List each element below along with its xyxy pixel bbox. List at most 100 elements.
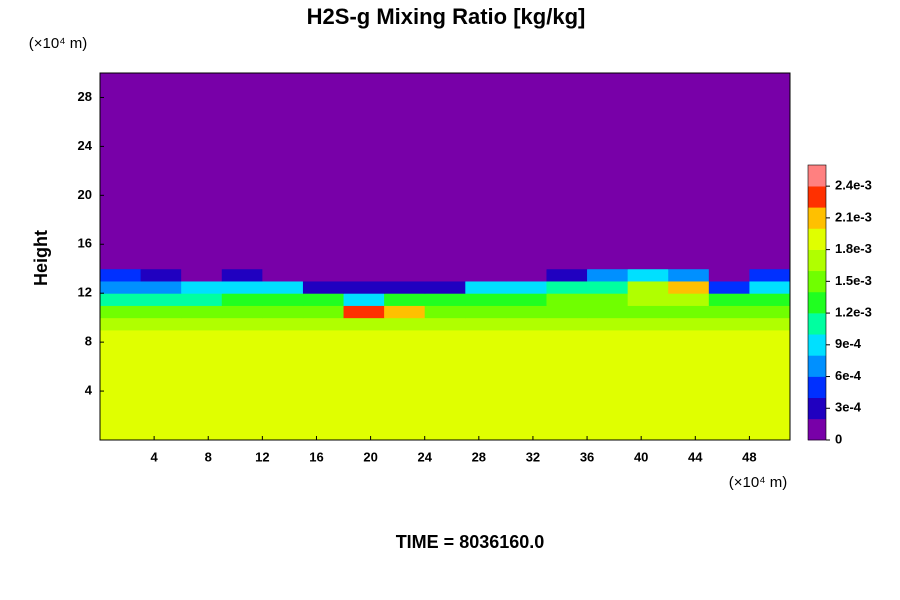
heatmap-cell — [100, 73, 142, 270]
heatmap-cell — [708, 268, 750, 282]
heatmap-cell — [100, 305, 142, 319]
heatmap-cell — [546, 317, 588, 331]
heatmap-cell — [505, 317, 547, 331]
heatmap-cell — [100, 317, 142, 331]
heatmap-cell — [424, 73, 466, 270]
heatmap-cell — [262, 305, 304, 319]
heatmap-cell — [749, 317, 791, 331]
heatmap-cell — [627, 73, 669, 270]
heatmap-cell — [668, 329, 710, 441]
heatmap-cell — [708, 305, 750, 319]
heatmap-cell — [221, 280, 263, 294]
heatmap-cell — [181, 280, 223, 294]
colorbar-band — [808, 249, 826, 272]
x-tick-label: 24 — [417, 449, 432, 464]
heatmap-cell — [465, 317, 507, 331]
heatmap-cell — [465, 268, 507, 282]
heatmap-cell — [627, 329, 669, 441]
heatmap-cell — [505, 305, 547, 319]
x-tick-label: 36 — [580, 449, 594, 464]
heatmap-cell — [140, 329, 182, 441]
heatmap-cell — [505, 280, 547, 294]
heatmap-cell — [749, 268, 791, 282]
heatmap-cell — [546, 268, 588, 282]
heatmap-cell — [140, 293, 182, 306]
heatmap-cell — [384, 268, 426, 282]
heatmap-cell — [343, 73, 385, 270]
heatmap-cell — [343, 305, 385, 319]
heatmap-cell — [587, 329, 629, 441]
heatmap-cell — [546, 329, 588, 441]
heatmap-cell — [424, 317, 466, 331]
heatmap-cell — [424, 305, 466, 319]
heatmap-cell — [140, 280, 182, 294]
heatmap-cell — [343, 293, 385, 306]
colorbar-band — [808, 165, 826, 187]
heatmap-cell — [546, 280, 588, 294]
heatmap-cell — [465, 293, 507, 306]
x-tick-label: 16 — [309, 449, 323, 464]
heatmap-cell — [505, 329, 547, 441]
y-tick-label: 4 — [85, 383, 93, 398]
x-tick-label: 8 — [205, 449, 212, 464]
heatmap-cell — [668, 317, 710, 331]
heatmap-cell — [221, 317, 263, 331]
heatmap-cell — [100, 329, 142, 441]
x-tick-label: 40 — [634, 449, 648, 464]
heatmap-cell — [140, 73, 182, 270]
colorbar-band — [808, 270, 826, 293]
heatmap-cell — [668, 280, 710, 294]
x-unit: (×10⁴ m) — [729, 474, 788, 491]
heatmap-cell — [384, 329, 426, 441]
footer: TIME = 8036160.0 — [396, 532, 545, 552]
heatmap-cell — [587, 280, 629, 294]
colorbar-tick-label: 1.5e-3 — [835, 273, 872, 288]
y-tick-label: 20 — [78, 187, 92, 202]
heatmap-cell — [465, 73, 507, 270]
heatmap-cell — [100, 293, 142, 306]
heatmap-cell — [221, 293, 263, 306]
heatmap-cell — [587, 317, 629, 331]
colorbar-band — [808, 355, 826, 377]
colorbar-tick-label: 0 — [835, 431, 842, 446]
heatmap-cell — [181, 305, 223, 319]
heatmap-cell — [465, 280, 507, 294]
heatmap-cell — [627, 305, 669, 319]
heatmap-cell — [221, 268, 263, 282]
heatmap-cell — [302, 280, 345, 294]
colorbar-tick-label: 2.4e-3 — [835, 178, 872, 193]
heatmap-cell — [302, 268, 345, 282]
y-tick-label: 12 — [78, 285, 92, 300]
heatmap-cell — [627, 280, 669, 294]
x-tick-label: 4 — [151, 449, 159, 464]
heatmap-cell — [546, 73, 588, 270]
heatmap-cell — [587, 305, 629, 319]
heatmap-cell — [749, 305, 791, 319]
heatmap-cell — [221, 305, 263, 319]
heatmap-cell — [140, 317, 182, 331]
heatmap-cell — [302, 73, 345, 270]
heatmap-cell — [465, 329, 507, 441]
x-tick-label: 44 — [688, 449, 703, 464]
heatmap-cell — [100, 280, 142, 294]
heatmap-cell — [384, 280, 426, 294]
y-unit: (×10⁴ m) — [29, 35, 88, 52]
colorbar-tick-label: 9e-4 — [835, 336, 862, 351]
colorbar-band — [808, 376, 826, 398]
heatmap-cell — [181, 293, 223, 306]
heatmap-cell — [302, 293, 345, 306]
heatmap-cell — [262, 293, 304, 306]
heatmap-cell — [140, 268, 182, 282]
heatmap-cell — [708, 329, 750, 441]
heatmap-cell — [262, 280, 304, 294]
y-axis-title: Height — [31, 230, 51, 286]
heatmap-cell — [546, 305, 588, 319]
heatmap-cell — [302, 305, 345, 319]
y-tick-label: 8 — [85, 334, 92, 349]
heatmap-cell — [181, 329, 223, 441]
x-tick-label: 32 — [526, 449, 540, 464]
heatmap-cell — [587, 73, 629, 270]
heatmap-cell — [546, 293, 588, 306]
heatmap-cell — [424, 268, 466, 282]
heatmap-cell — [627, 293, 669, 306]
